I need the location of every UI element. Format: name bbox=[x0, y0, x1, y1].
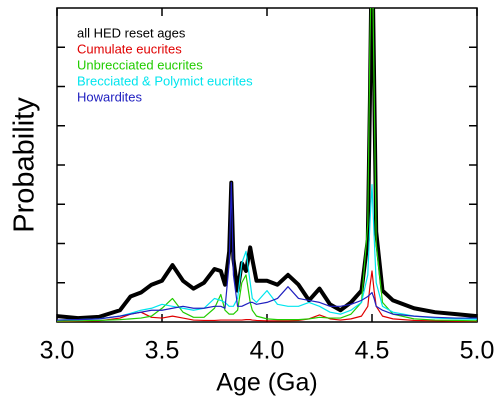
x-tick-label: 4.0 bbox=[250, 337, 285, 365]
y-axis-label: Probability bbox=[9, 97, 41, 233]
legend-entry: Howardites bbox=[77, 89, 143, 104]
legend-entry: Unbrecciated eucrites bbox=[77, 57, 203, 72]
legend-entry: all HED reset ages bbox=[77, 25, 186, 40]
plot-area bbox=[57, 8, 477, 322]
x-tick-label: 3.5 bbox=[145, 337, 180, 365]
x-tick-label: 4.5 bbox=[355, 337, 390, 365]
x-tick-label: 5.0 bbox=[460, 337, 495, 365]
series-line bbox=[57, 182, 477, 321]
x-axis-label: Age (Ga) bbox=[216, 369, 317, 397]
legend-entry: Cumulate eucrites bbox=[77, 41, 182, 56]
series-line bbox=[57, 184, 477, 321]
x-tick-label: 3.0 bbox=[40, 337, 75, 365]
series-line bbox=[57, 270, 477, 322]
legend-entry: Brecciated & Polymict eucrites bbox=[77, 73, 253, 88]
